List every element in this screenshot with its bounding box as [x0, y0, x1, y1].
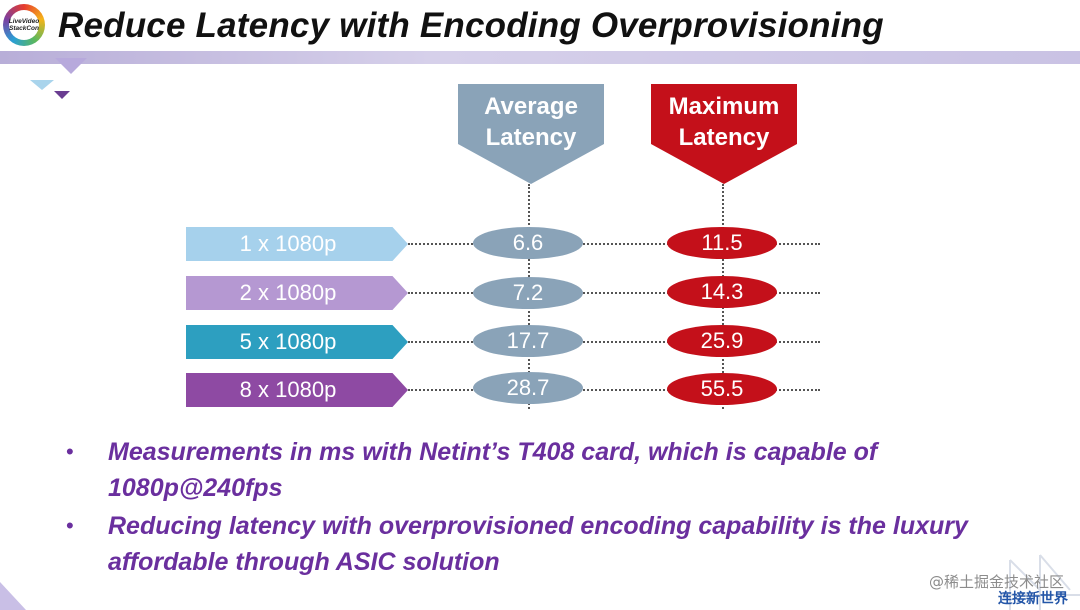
row-label-1x1080p: 1 x 1080p	[186, 227, 408, 261]
row-guide-line	[408, 292, 820, 294]
platform-watermark: @稀土掘金技术社区	[928, 573, 1064, 591]
row-guide-line	[408, 389, 820, 391]
conference-logo: LiveVideo StackCon	[3, 4, 45, 46]
maximum-value-8x1080p: 55.5	[667, 373, 777, 405]
maximum-header-line-1: Maximum	[668, 93, 780, 120]
bullet-text-1: Measurements in ms with Netint’s T408 ca…	[108, 438, 878, 502]
maximum-value-2x1080p: 14.3	[667, 276, 777, 308]
logo-text: LiveVideo StackCon	[9, 10, 39, 40]
logo-line-2: StackCon	[9, 25, 39, 32]
average-value-2x1080p: 7.2	[473, 277, 583, 309]
row-label-2x1080p: 2 x 1080p	[186, 276, 408, 310]
average-value-8x1080p: 28.7	[473, 372, 583, 404]
bullet-item-2: • Reducing latency with overprovisioned …	[66, 508, 1026, 580]
title-underline-band	[0, 51, 1080, 64]
average-header-line-1: Average	[484, 93, 578, 120]
bridge-illustration	[1000, 554, 1080, 610]
bullet-text-2: Reducing latency with overprovisioned en…	[108, 512, 968, 576]
logo-line-1: LiveVideo	[8, 18, 40, 25]
average-header-line-2: Latency	[485, 124, 577, 151]
row-guide-line	[408, 243, 820, 245]
maximum-value-5x1080p: 25.9	[667, 325, 777, 357]
maximum-header-line-2: Latency	[678, 124, 770, 151]
maximum-latency-header: Maximum Latency	[651, 84, 797, 184]
decorative-triangle-lavender	[55, 58, 87, 74]
row-label-5x1080p: 5 x 1080p	[186, 325, 408, 359]
average-value-5x1080p: 17.7	[473, 325, 583, 357]
decorative-triangle-lightblue	[30, 80, 54, 90]
decorative-corner-triangle	[0, 582, 26, 610]
average-value-1x1080p: 6.6	[473, 227, 583, 259]
bullet-marker: •	[66, 439, 74, 464]
decorative-triangle-purple	[54, 91, 70, 99]
footer-brand: 连接新世界	[998, 591, 1068, 607]
slide-title: Reduce Latency with Encoding Overprovisi…	[58, 6, 884, 45]
maximum-value-1x1080p: 11.5	[667, 227, 777, 259]
bullet-item-1: • Measurements in ms with Netint’s T408 …	[66, 434, 1026, 506]
average-latency-header: Average Latency	[458, 84, 604, 184]
bullet-marker: •	[66, 513, 74, 538]
row-label-8x1080p: 8 x 1080p	[186, 373, 408, 407]
row-guide-line	[408, 341, 820, 343]
bullet-list: • Measurements in ms with Netint’s T408 …	[66, 434, 1026, 582]
